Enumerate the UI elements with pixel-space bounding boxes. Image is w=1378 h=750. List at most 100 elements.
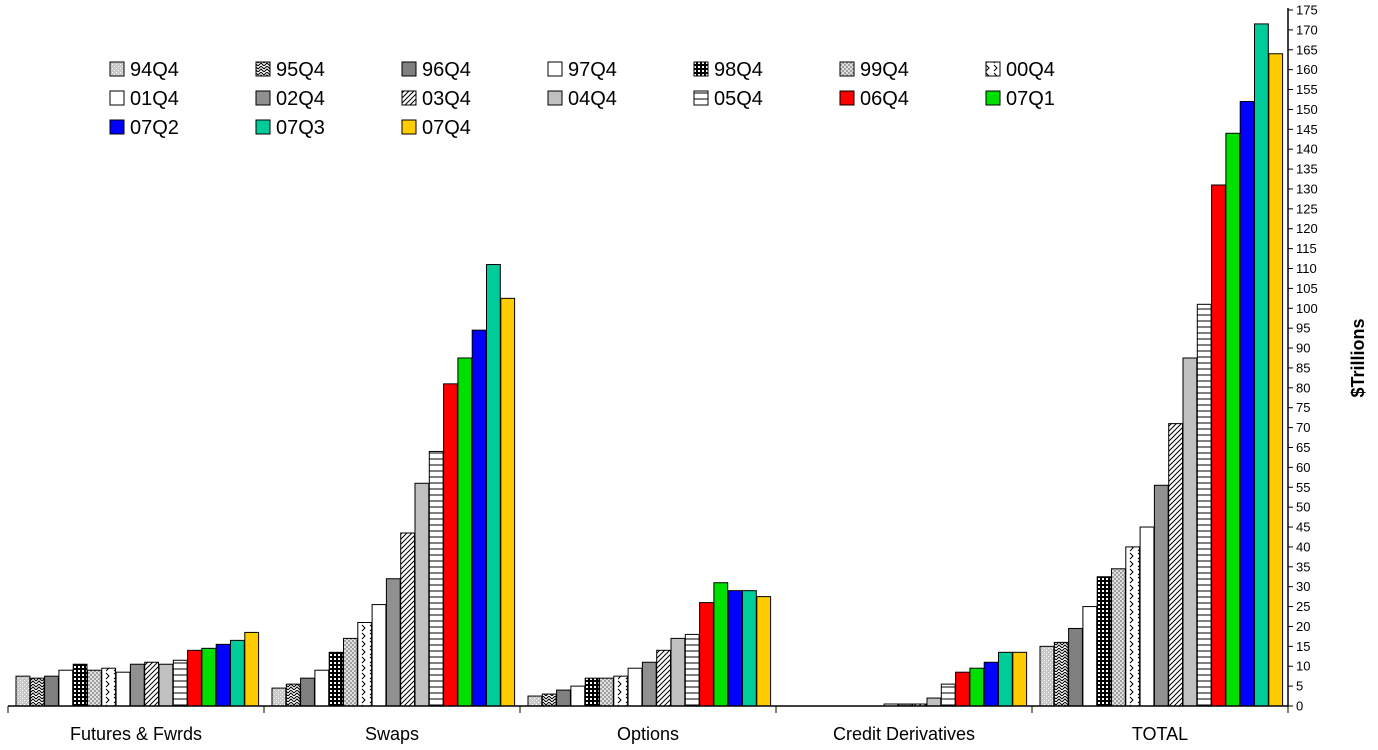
bar-06Q4-options	[699, 602, 714, 707]
y-tick-label: 5	[1296, 679, 1303, 694]
y-tick-label: 60	[1296, 460, 1310, 475]
y-tick-label: 75	[1296, 400, 1310, 415]
bar-07Q3-futures-fwrds	[230, 639, 245, 707]
y-tick-label: 15	[1296, 639, 1310, 654]
bar-98Q4-options	[584, 677, 600, 707]
bar-05Q4-swaps	[428, 450, 444, 707]
legend-label: 04Q4	[568, 88, 617, 110]
y-tick-label: 100	[1296, 301, 1318, 316]
y-tick-label: 95	[1296, 321, 1310, 336]
legend-swatch	[839, 90, 855, 106]
bar-02Q4-options	[641, 661, 657, 707]
bar-03Q4-swaps	[400, 532, 416, 707]
bar-94Q4-total	[1039, 645, 1055, 707]
legend-swatch	[547, 61, 563, 77]
bar-01Q4-options	[627, 667, 643, 707]
bar-94Q4-options	[527, 695, 543, 707]
bar-07Q1-swaps	[457, 357, 473, 707]
y-tick-label: 25	[1296, 599, 1310, 614]
bar-04Q4-futures-fwrds	[158, 663, 174, 707]
bar-00Q4-options	[613, 675, 629, 707]
legend-swatch	[985, 90, 1001, 106]
legend-swatch	[109, 61, 125, 77]
y-tick-label: 145	[1296, 122, 1318, 137]
legend-swatch	[693, 61, 709, 77]
bar-03Q4-futures-fwrds	[144, 661, 159, 707]
bar-05Q4-credit-derivatives	[940, 683, 956, 707]
bar-95Q4-swaps	[285, 683, 301, 707]
bar-07Q2-futures-fwrds	[215, 643, 231, 707]
y-tick-label: 45	[1296, 520, 1310, 535]
bar-07Q4-swaps	[500, 297, 516, 707]
axes-layer: Futures & Fwrds Swaps Options Credit Deriva…	[7, 3, 1368, 744]
bar-00Q4-swaps	[357, 621, 373, 707]
bar-98Q4-swaps	[328, 651, 344, 707]
bar-02Q4-swaps	[385, 578, 401, 707]
bar-01Q4-futures-fwrds	[115, 671, 131, 707]
legend-swatch	[401, 90, 417, 106]
bar-02Q4-total	[1153, 484, 1169, 707]
bar-07Q4-total	[1268, 53, 1284, 707]
legend-label: 07Q4	[422, 117, 471, 139]
legend-label: 01Q4	[130, 88, 179, 110]
y-tick-label: 30	[1296, 579, 1310, 594]
y-tick-label: 50	[1296, 500, 1310, 515]
y-tick-label: 135	[1296, 162, 1318, 177]
bar-96Q4-total	[1068, 627, 1083, 707]
y-tick-label: 155	[1296, 82, 1318, 97]
bar-05Q4-total	[1196, 303, 1212, 707]
bar-95Q4-options	[541, 693, 557, 707]
y-tick-label: 35	[1296, 559, 1310, 574]
bar-07Q3-swaps	[486, 264, 501, 707]
legend-swatch	[985, 61, 1001, 77]
legend-label: 06Q4	[860, 88, 909, 110]
bar-06Q4-total	[1211, 184, 1226, 707]
y-tick-label: 140	[1296, 142, 1318, 157]
legend-swatch	[839, 61, 855, 77]
legend-swatch	[255, 90, 271, 106]
bar-06Q4-swaps	[443, 383, 458, 707]
bar-07Q4-credit-derivatives	[1012, 651, 1028, 707]
bar-99Q4-total	[1111, 568, 1126, 707]
y-tick-label: 90	[1296, 341, 1310, 356]
y-tick-label: 55	[1296, 480, 1310, 495]
y-tick-label: 125	[1296, 201, 1318, 216]
bar-97Q4-swaps	[314, 669, 330, 707]
bar-00Q4-futures-fwrds	[101, 667, 117, 707]
legend-label: 07Q1	[1006, 88, 1055, 110]
y-tick-label: 40	[1296, 539, 1310, 554]
y-tick-label: 165	[1296, 42, 1318, 57]
y-tick-label: 80	[1296, 380, 1310, 395]
bar-97Q4-options	[570, 685, 586, 707]
bar-07Q1-futures-fwrds	[201, 647, 217, 707]
y-tick-label: 65	[1296, 440, 1310, 455]
bar-04Q4-swaps	[414, 482, 430, 707]
legend-label: 98Q4	[714, 59, 763, 81]
legend-swatch	[401, 61, 417, 77]
bars-layer	[15, 23, 1284, 707]
bar-07Q3-options	[742, 590, 757, 707]
bar-07Q3-total	[1254, 23, 1269, 707]
legend-label: 99Q4	[860, 59, 909, 81]
y-tick-label: 105	[1296, 281, 1318, 296]
legend-swatch	[401, 119, 417, 135]
bar-00Q4-total	[1125, 546, 1141, 707]
y-tick-label: 120	[1296, 221, 1318, 236]
bar-96Q4-futures-fwrds	[44, 675, 59, 707]
y-tick-label: 175	[1296, 3, 1318, 18]
bar-02Q4-futures-fwrds	[129, 663, 145, 707]
bar-05Q4-futures-fwrds	[172, 659, 188, 707]
category-label: Options	[617, 724, 679, 744]
legend: 94Q4 95Q4 96Q4 97Q4 98Q4 99Q4 00Q4 01Q4 02Q4 03Q4…	[109, 59, 1055, 139]
bar-05Q4-options	[684, 633, 700, 707]
legend-label: 05Q4	[714, 88, 763, 110]
bar-07Q1-options	[713, 582, 729, 707]
y-tick-label: 130	[1296, 182, 1318, 197]
y-tick-label: 70	[1296, 420, 1310, 435]
bar-07Q3-credit-derivatives	[998, 651, 1013, 707]
legend-label: 00Q4	[1006, 59, 1055, 81]
bar-96Q4-options	[556, 689, 571, 707]
legend-label: 94Q4	[130, 59, 179, 81]
bar-04Q4-total	[1182, 357, 1198, 707]
bar-07Q1-total	[1225, 132, 1241, 707]
